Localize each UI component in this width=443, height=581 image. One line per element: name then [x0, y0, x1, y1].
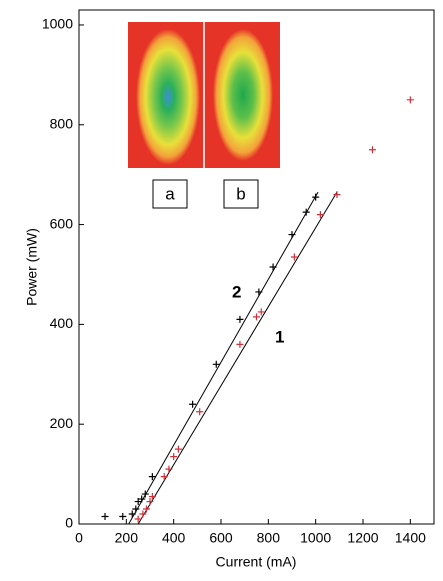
data-point [303, 209, 310, 216]
data-point [407, 96, 414, 103]
data-point [129, 511, 136, 518]
data-point [270, 264, 277, 271]
data-point [236, 316, 243, 323]
x-axis-label: Current (mA) [216, 554, 297, 570]
data-point [317, 211, 324, 218]
fit-line [138, 192, 337, 524]
data-point [161, 473, 168, 480]
y-tick-label: 400 [50, 315, 74, 331]
chart: a b Current (mA) Power (mW) 2 1 0 200 400 6… [0, 0, 443, 576]
data-point [135, 516, 142, 523]
inset-label: b [236, 184, 245, 203]
data-point [369, 146, 376, 153]
y-tick-label: 200 [50, 415, 74, 431]
data-point [289, 231, 296, 238]
data-point [175, 446, 182, 453]
data-point [119, 513, 126, 520]
y-tick-label: 0 [65, 515, 73, 531]
x-tick-label: 400 [162, 530, 186, 546]
data-point [236, 341, 243, 348]
data-point [102, 513, 109, 520]
series-label: 2 [232, 282, 241, 301]
x-tick-label: 200 [115, 530, 139, 546]
x-tick-label: 600 [209, 530, 233, 546]
inset-label: a [165, 184, 175, 203]
data-point [170, 453, 177, 460]
fit-line [129, 192, 318, 524]
x-tick-label: 800 [257, 530, 281, 546]
data-point [196, 408, 203, 415]
series-label: 1 [275, 327, 284, 346]
data-point [253, 313, 260, 320]
x-tick-label: 0 [75, 530, 83, 546]
inset-image [128, 22, 280, 208]
y-tick-label: 1000 [42, 16, 73, 32]
data-point [189, 401, 196, 408]
y-axis-label: Power (mW) [24, 228, 40, 306]
y-tick-label: 600 [50, 215, 74, 231]
x-tick-label: 1200 [347, 530, 378, 546]
x-tick-label: 1400 [395, 530, 426, 546]
x-tick-label: 1000 [300, 530, 331, 546]
data-point [165, 466, 172, 473]
data-point [255, 288, 262, 295]
y-tick-label: 800 [50, 115, 74, 131]
